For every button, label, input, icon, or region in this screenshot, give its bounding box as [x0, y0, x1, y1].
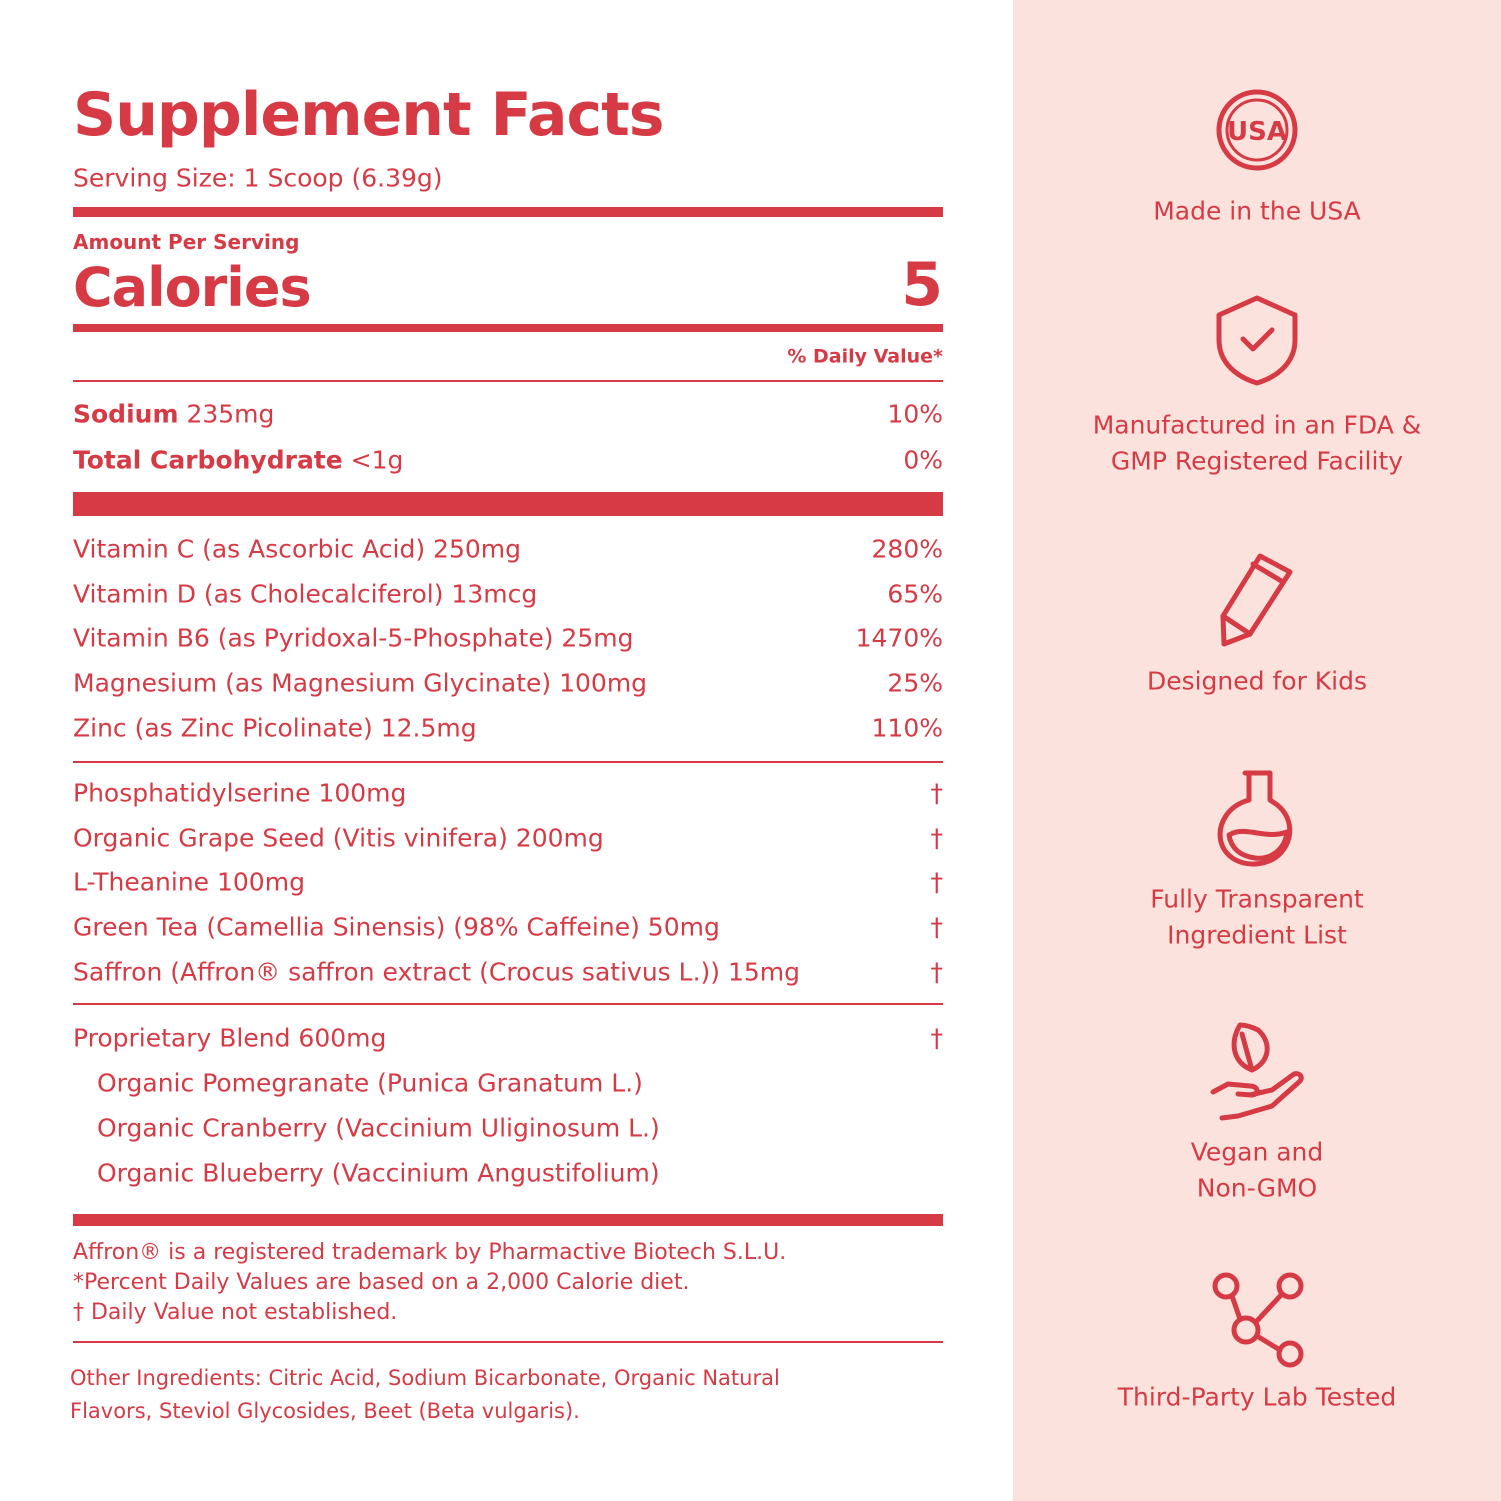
- flask-icon: [1217, 770, 1293, 867]
- calories-value: 5: [901, 250, 943, 320]
- calories-label: Calories: [73, 256, 312, 319]
- nutrient-amount: 235mg: [186, 399, 275, 429]
- daily-value: †: [930, 823, 944, 853]
- daily-value: 110%: [871, 713, 943, 743]
- daily-value: †: [930, 912, 944, 942]
- badge-text: Third-Party Lab Tested: [1117, 1382, 1397, 1412]
- thick-rule: [73, 324, 943, 332]
- rule: [73, 380, 943, 382]
- ingredient: Saffron (Affron® saffron extract (Crocus…: [73, 957, 801, 987]
- daily-value-header: % Daily Value*: [787, 345, 943, 368]
- thick-rule: [73, 1214, 943, 1226]
- icon-text: USA: [1227, 117, 1287, 147]
- title: Supplement Facts: [73, 80, 665, 150]
- ingredient: Organic Grape Seed (Vitis vinifera) 200m…: [73, 823, 604, 853]
- daily-value: †: [930, 867, 944, 897]
- badge-text: Fully Transparent: [1150, 884, 1364, 914]
- rule: [73, 1003, 943, 1005]
- ingredient: Vitamin B6 (as Pyridoxal-5-Phosphate) 25…: [73, 623, 634, 653]
- ingredient: Magnesium (as Magnesium Glycinate) 100mg: [73, 668, 648, 698]
- serving-size: Serving Size: 1 Scoop (6.39g): [73, 163, 443, 193]
- blend-item: Organic Pomegranate (Punica Granatum L.): [97, 1068, 643, 1098]
- daily-value: 10%: [887, 399, 943, 429]
- daily-value: 1470%: [855, 623, 943, 653]
- badge-text: Made in the USA: [1153, 196, 1361, 226]
- nutrient-name: Total Carbohydrate: [73, 445, 343, 475]
- rule: [73, 1341, 943, 1343]
- ingredient: Vitamin D (as Cholecalciferol) 13mcg: [73, 579, 538, 609]
- daily-value: †: [930, 778, 944, 808]
- thick-rule: [73, 207, 943, 217]
- thick-rule: [73, 492, 943, 516]
- ingredient: Phosphatidylserine 100mg: [73, 778, 407, 808]
- amount-per-serving: Amount Per Serving: [73, 230, 300, 254]
- blend-label: Proprietary Blend 600mg: [73, 1023, 387, 1053]
- daily-value: 0%: [903, 445, 943, 475]
- nutrient-name: Sodium: [73, 399, 179, 429]
- rule: [73, 761, 943, 763]
- daily-value: 65%: [887, 579, 943, 609]
- footnote: Affron® is a registered trademark by Pha…: [73, 1240, 787, 1265]
- daily-value: †: [930, 1023, 944, 1053]
- side-panel: [1013, 0, 1501, 1501]
- blend-item: Organic Blueberry (Vaccinium Angustifoli…: [97, 1158, 660, 1188]
- badge-text: Designed for Kids: [1146, 666, 1368, 696]
- ingredient: Zinc (as Zinc Picolinate) 12.5mg: [73, 713, 477, 743]
- nutrient-row: Total Carbohydrate <1g: [73, 448, 403, 473]
- hand-leaf-icon: [1210, 1022, 1304, 1121]
- badge-text: Non-GMO: [1196, 1173, 1318, 1203]
- nutrient-row: Sodium 235mg: [73, 402, 274, 427]
- badge-text: Vegan and: [1190, 1137, 1324, 1167]
- ingredient: Green Tea (Camellia Sinensis) (98% Caffe…: [73, 912, 720, 942]
- badge-text: GMP Registered Facility: [1110, 446, 1404, 476]
- daily-value: 280%: [871, 534, 943, 564]
- daily-value: 25%: [887, 668, 943, 698]
- space: [343, 446, 351, 475]
- nutrient-amount: <1g: [350, 445, 404, 475]
- badge-text: Manufactured in an FDA &: [1092, 410, 1422, 440]
- daily-value: †: [930, 957, 944, 987]
- other-ingredients: Other Ingredients: Citric Acid, Sodium B…: [70, 1366, 780, 1423]
- blend-item: Organic Cranberry (Vaccinium Uliginosum …: [97, 1113, 660, 1143]
- badge-text: Ingredient List: [1167, 920, 1347, 950]
- ingredient: Vitamin C (as Ascorbic Acid) 250mg: [73, 534, 521, 564]
- pencil-icon: [1220, 553, 1293, 647]
- shield-icon: [1216, 295, 1298, 386]
- molecule-icon: [1212, 1272, 1304, 1368]
- ingredient: L-Theanine 100mg: [73, 867, 305, 897]
- usa-icon: USA: [1216, 89, 1298, 171]
- footnote: *Percent Daily Values are based on a 2,0…: [73, 1270, 690, 1295]
- footnote: † Daily Value not established.: [73, 1300, 398, 1325]
